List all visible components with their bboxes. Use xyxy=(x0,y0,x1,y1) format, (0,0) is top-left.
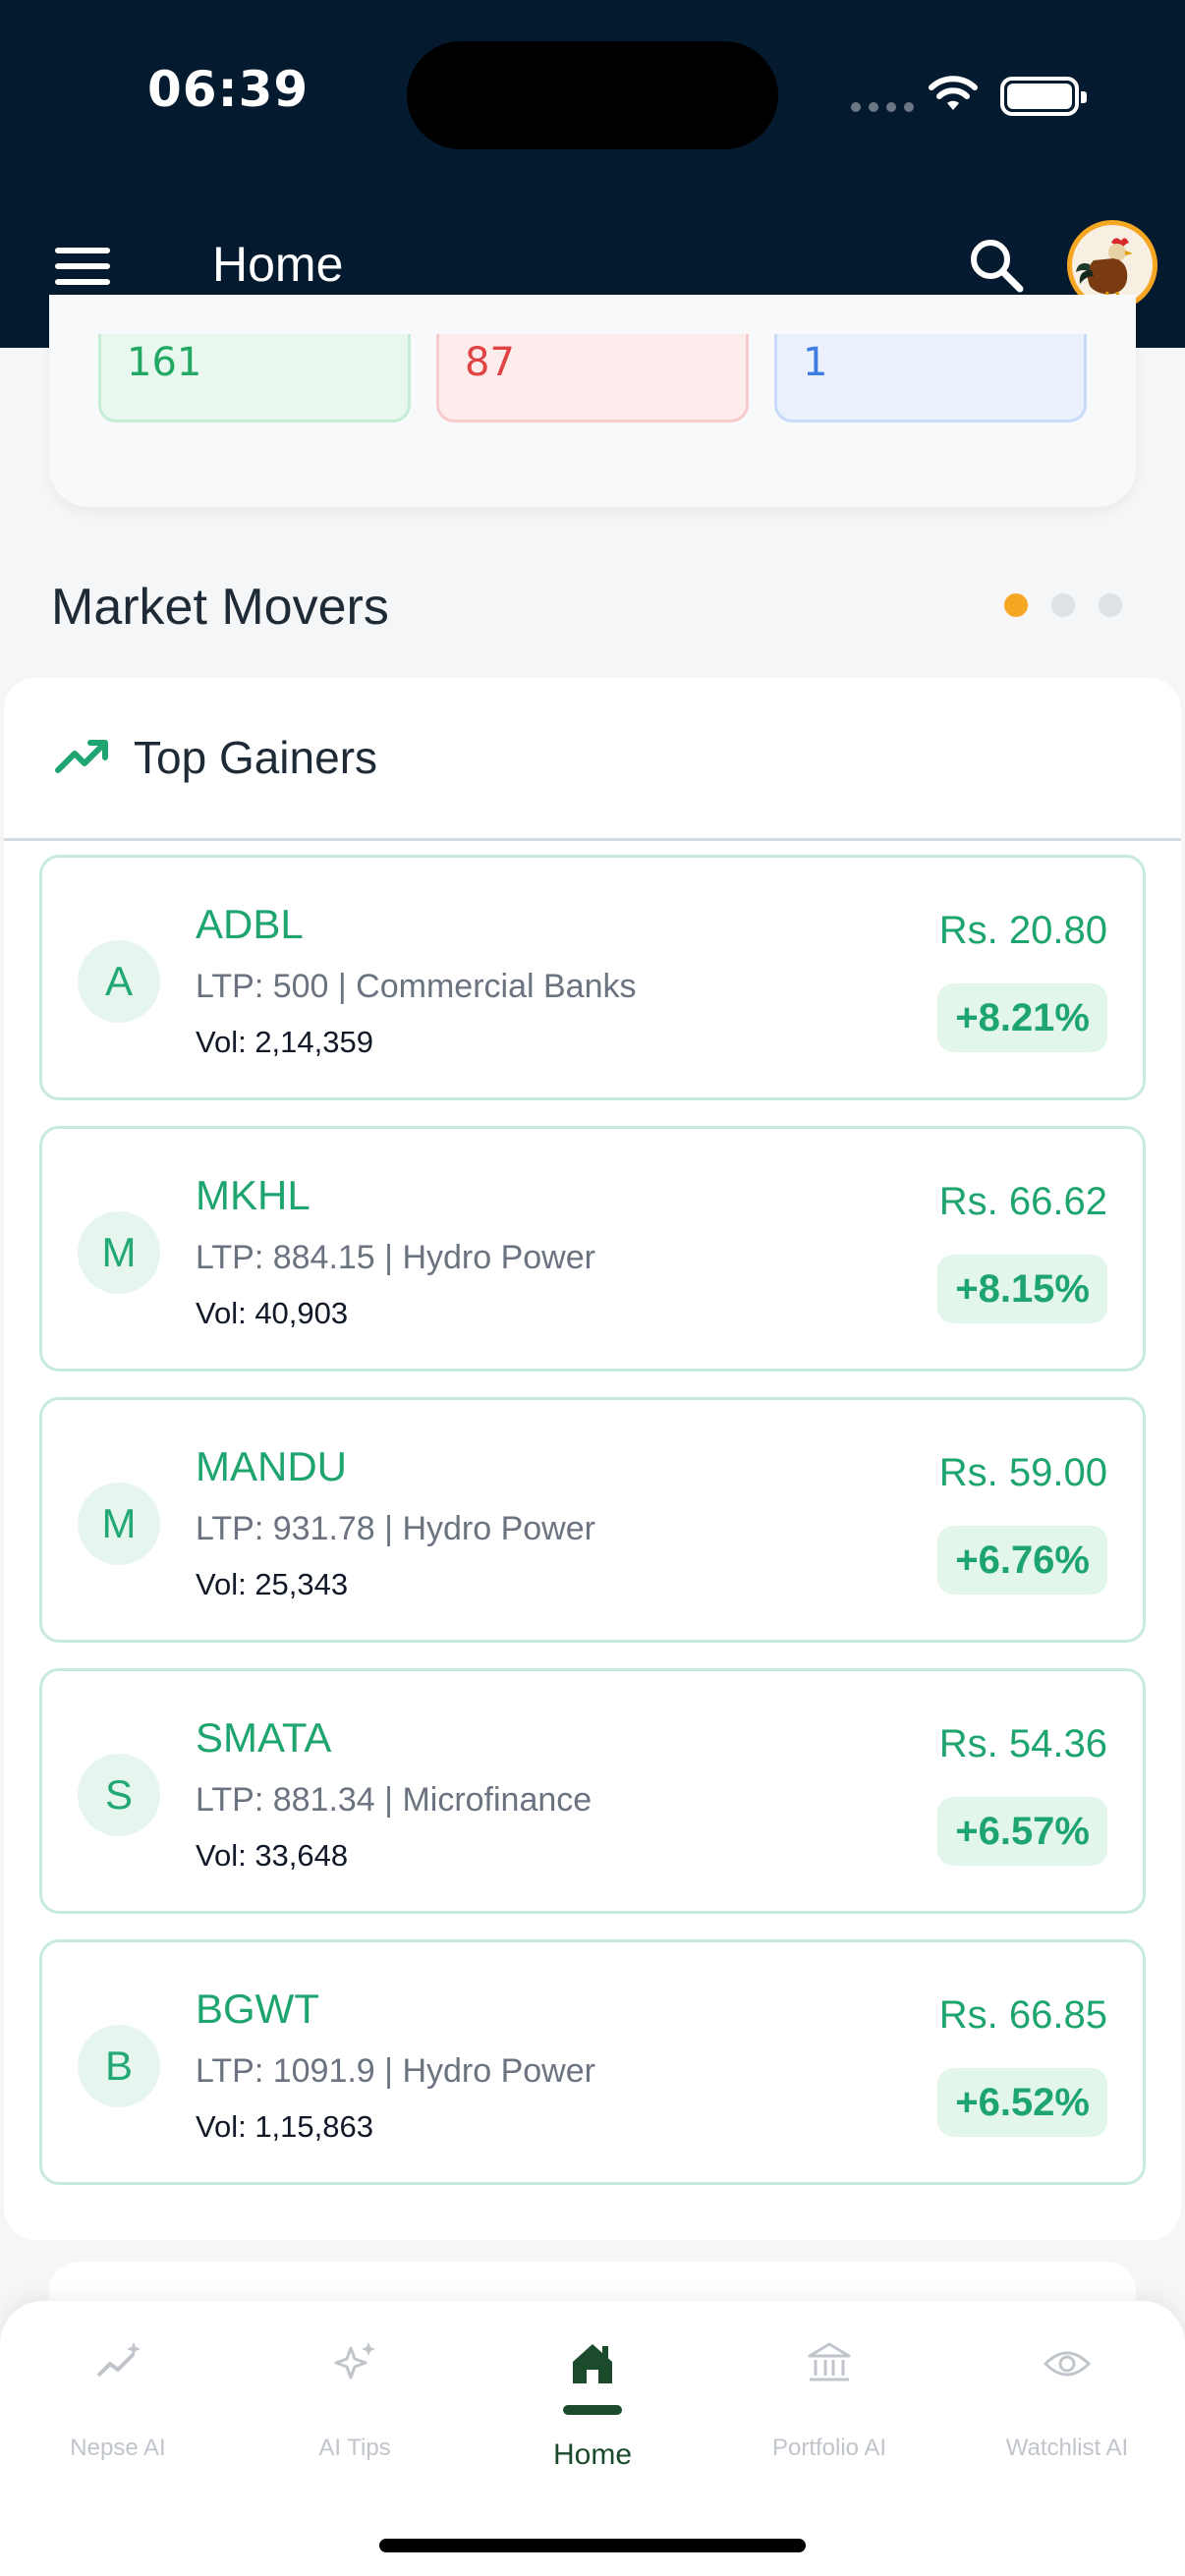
home-icon xyxy=(573,2344,612,2383)
sparkles-icon xyxy=(334,2342,375,2380)
battery-icon xyxy=(1000,77,1087,116)
rooster-icon xyxy=(1076,238,1133,305)
search-icon[interactable] xyxy=(967,236,1026,295)
tab-nepse-ai[interactable]: Nepse AI xyxy=(0,2336,236,2474)
tab-label: Watchlist AI xyxy=(1005,2435,1129,2461)
stock-list: A ADBL LTP: 500 | Commercial Banks Vol: … xyxy=(39,855,1150,2211)
stock-initial: A xyxy=(78,940,160,1023)
declined-count: 87 xyxy=(436,334,749,422)
top-gainers-panel: Top Gainers A ADBL LTP: 500 | Commercial… xyxy=(4,678,1181,2240)
bottom-tab-bar: Nepse AI AI Tips Home Portfolio AI xyxy=(0,2301,1185,2576)
change-badge: +6.57% xyxy=(937,1797,1107,1866)
app-header: 06:39 Home xyxy=(0,0,1185,348)
stock-initial: B xyxy=(78,2025,160,2107)
pager-dot[interactable] xyxy=(1004,593,1028,617)
list-item[interactable]: B BGWT LTP: 1091.9 | Hydro Power Vol: 1,… xyxy=(39,1939,1146,2185)
menu-icon[interactable] xyxy=(55,248,110,287)
list-item[interactable]: M MKHL LTP: 884.15 | Hydro Power Vol: 40… xyxy=(39,1126,1146,1372)
tab-label: Nepse AI xyxy=(70,2435,166,2461)
stock-initial: M xyxy=(78,1483,160,1565)
pager-dot[interactable] xyxy=(1099,593,1122,617)
stock-symbol: MKHL xyxy=(196,1172,310,1218)
stock-volume: Vol: 1,15,863 xyxy=(196,2109,373,2144)
stock-info: LTP: 931.78 | Hydro Power xyxy=(196,1510,595,1547)
home-indicator xyxy=(379,2539,806,2552)
stock-price: Rs. 20.80 xyxy=(938,909,1107,952)
tab-label: Home xyxy=(552,2438,633,2471)
tab-home[interactable]: Home xyxy=(475,2336,710,2474)
change-badge: +8.21% xyxy=(937,983,1107,1052)
stock-volume: Vol: 33,648 xyxy=(196,1838,349,1873)
stock-symbol: ADBL xyxy=(196,901,304,947)
unchanged-count: 1 xyxy=(774,334,1087,422)
trending-up-icon xyxy=(55,740,108,773)
tab-watchlist-ai[interactable]: Watchlist AI xyxy=(949,2336,1185,2474)
stock-symbol: MANDU xyxy=(196,1443,347,1489)
change-badge: +6.52% xyxy=(937,2068,1107,2137)
dynamic-island xyxy=(407,41,778,149)
status-time: 06:39 xyxy=(147,61,310,118)
stock-info: LTP: 881.34 | Microfinance xyxy=(196,1781,592,1819)
stock-info: LTP: 500 | Commercial Banks xyxy=(196,968,637,1005)
advanced-count: 161 xyxy=(98,334,411,422)
list-item[interactable]: A ADBL LTP: 500 | Commercial Banks Vol: … xyxy=(39,855,1146,1100)
stock-price: Rs. 59.00 xyxy=(938,1451,1107,1494)
stock-price: Rs. 54.36 xyxy=(938,1722,1107,1765)
market-summary-card: 161 87 1 xyxy=(49,295,1136,507)
stock-price: Rs. 66.85 xyxy=(938,1993,1107,2037)
panel-title: Top Gainers xyxy=(134,732,378,783)
list-item[interactable]: S SMATA LTP: 881.34 | Microfinance Vol: … xyxy=(39,1668,1146,1914)
section-title: Market Movers xyxy=(51,579,389,636)
carousel-pager[interactable] xyxy=(1004,593,1122,617)
tab-ai-tips[interactable]: AI Tips xyxy=(237,2336,473,2474)
tab-portfolio-ai[interactable]: Portfolio AI xyxy=(711,2336,947,2474)
stock-volume: Vol: 25,343 xyxy=(196,1567,349,1601)
chart-sparkle-icon xyxy=(96,2342,141,2378)
list-item[interactable]: M MANDU LTP: 931.78 | Hydro Power Vol: 2… xyxy=(39,1397,1146,1643)
page-title: Home xyxy=(212,237,344,292)
change-badge: +8.15% xyxy=(937,1255,1107,1323)
wifi-icon xyxy=(929,76,978,110)
panel-header: Top Gainers xyxy=(4,678,1181,841)
active-tab-indicator xyxy=(563,2405,622,2415)
stock-volume: Vol: 40,903 xyxy=(196,1296,349,1330)
cellular-signal-icon xyxy=(851,102,914,112)
stock-volume: Vol: 2,14,359 xyxy=(196,1025,373,1059)
tab-label: Portfolio AI xyxy=(771,2435,887,2461)
stock-initial: M xyxy=(78,1211,160,1294)
tab-label: AI Tips xyxy=(318,2435,391,2461)
change-badge: +6.76% xyxy=(937,1526,1107,1595)
stock-initial: S xyxy=(78,1754,160,1836)
pager-dot[interactable] xyxy=(1051,593,1075,617)
stock-price: Rs. 66.62 xyxy=(938,1180,1107,1223)
stock-symbol: BGWT xyxy=(196,1986,319,2032)
stock-info: LTP: 1091.9 | Hydro Power xyxy=(196,2052,595,2090)
stock-symbol: SMATA xyxy=(196,1714,332,1761)
bank-icon xyxy=(808,2342,851,2381)
eye-icon xyxy=(1043,2351,1092,2377)
stock-info: LTP: 884.15 | Hydro Power xyxy=(196,1239,595,1276)
